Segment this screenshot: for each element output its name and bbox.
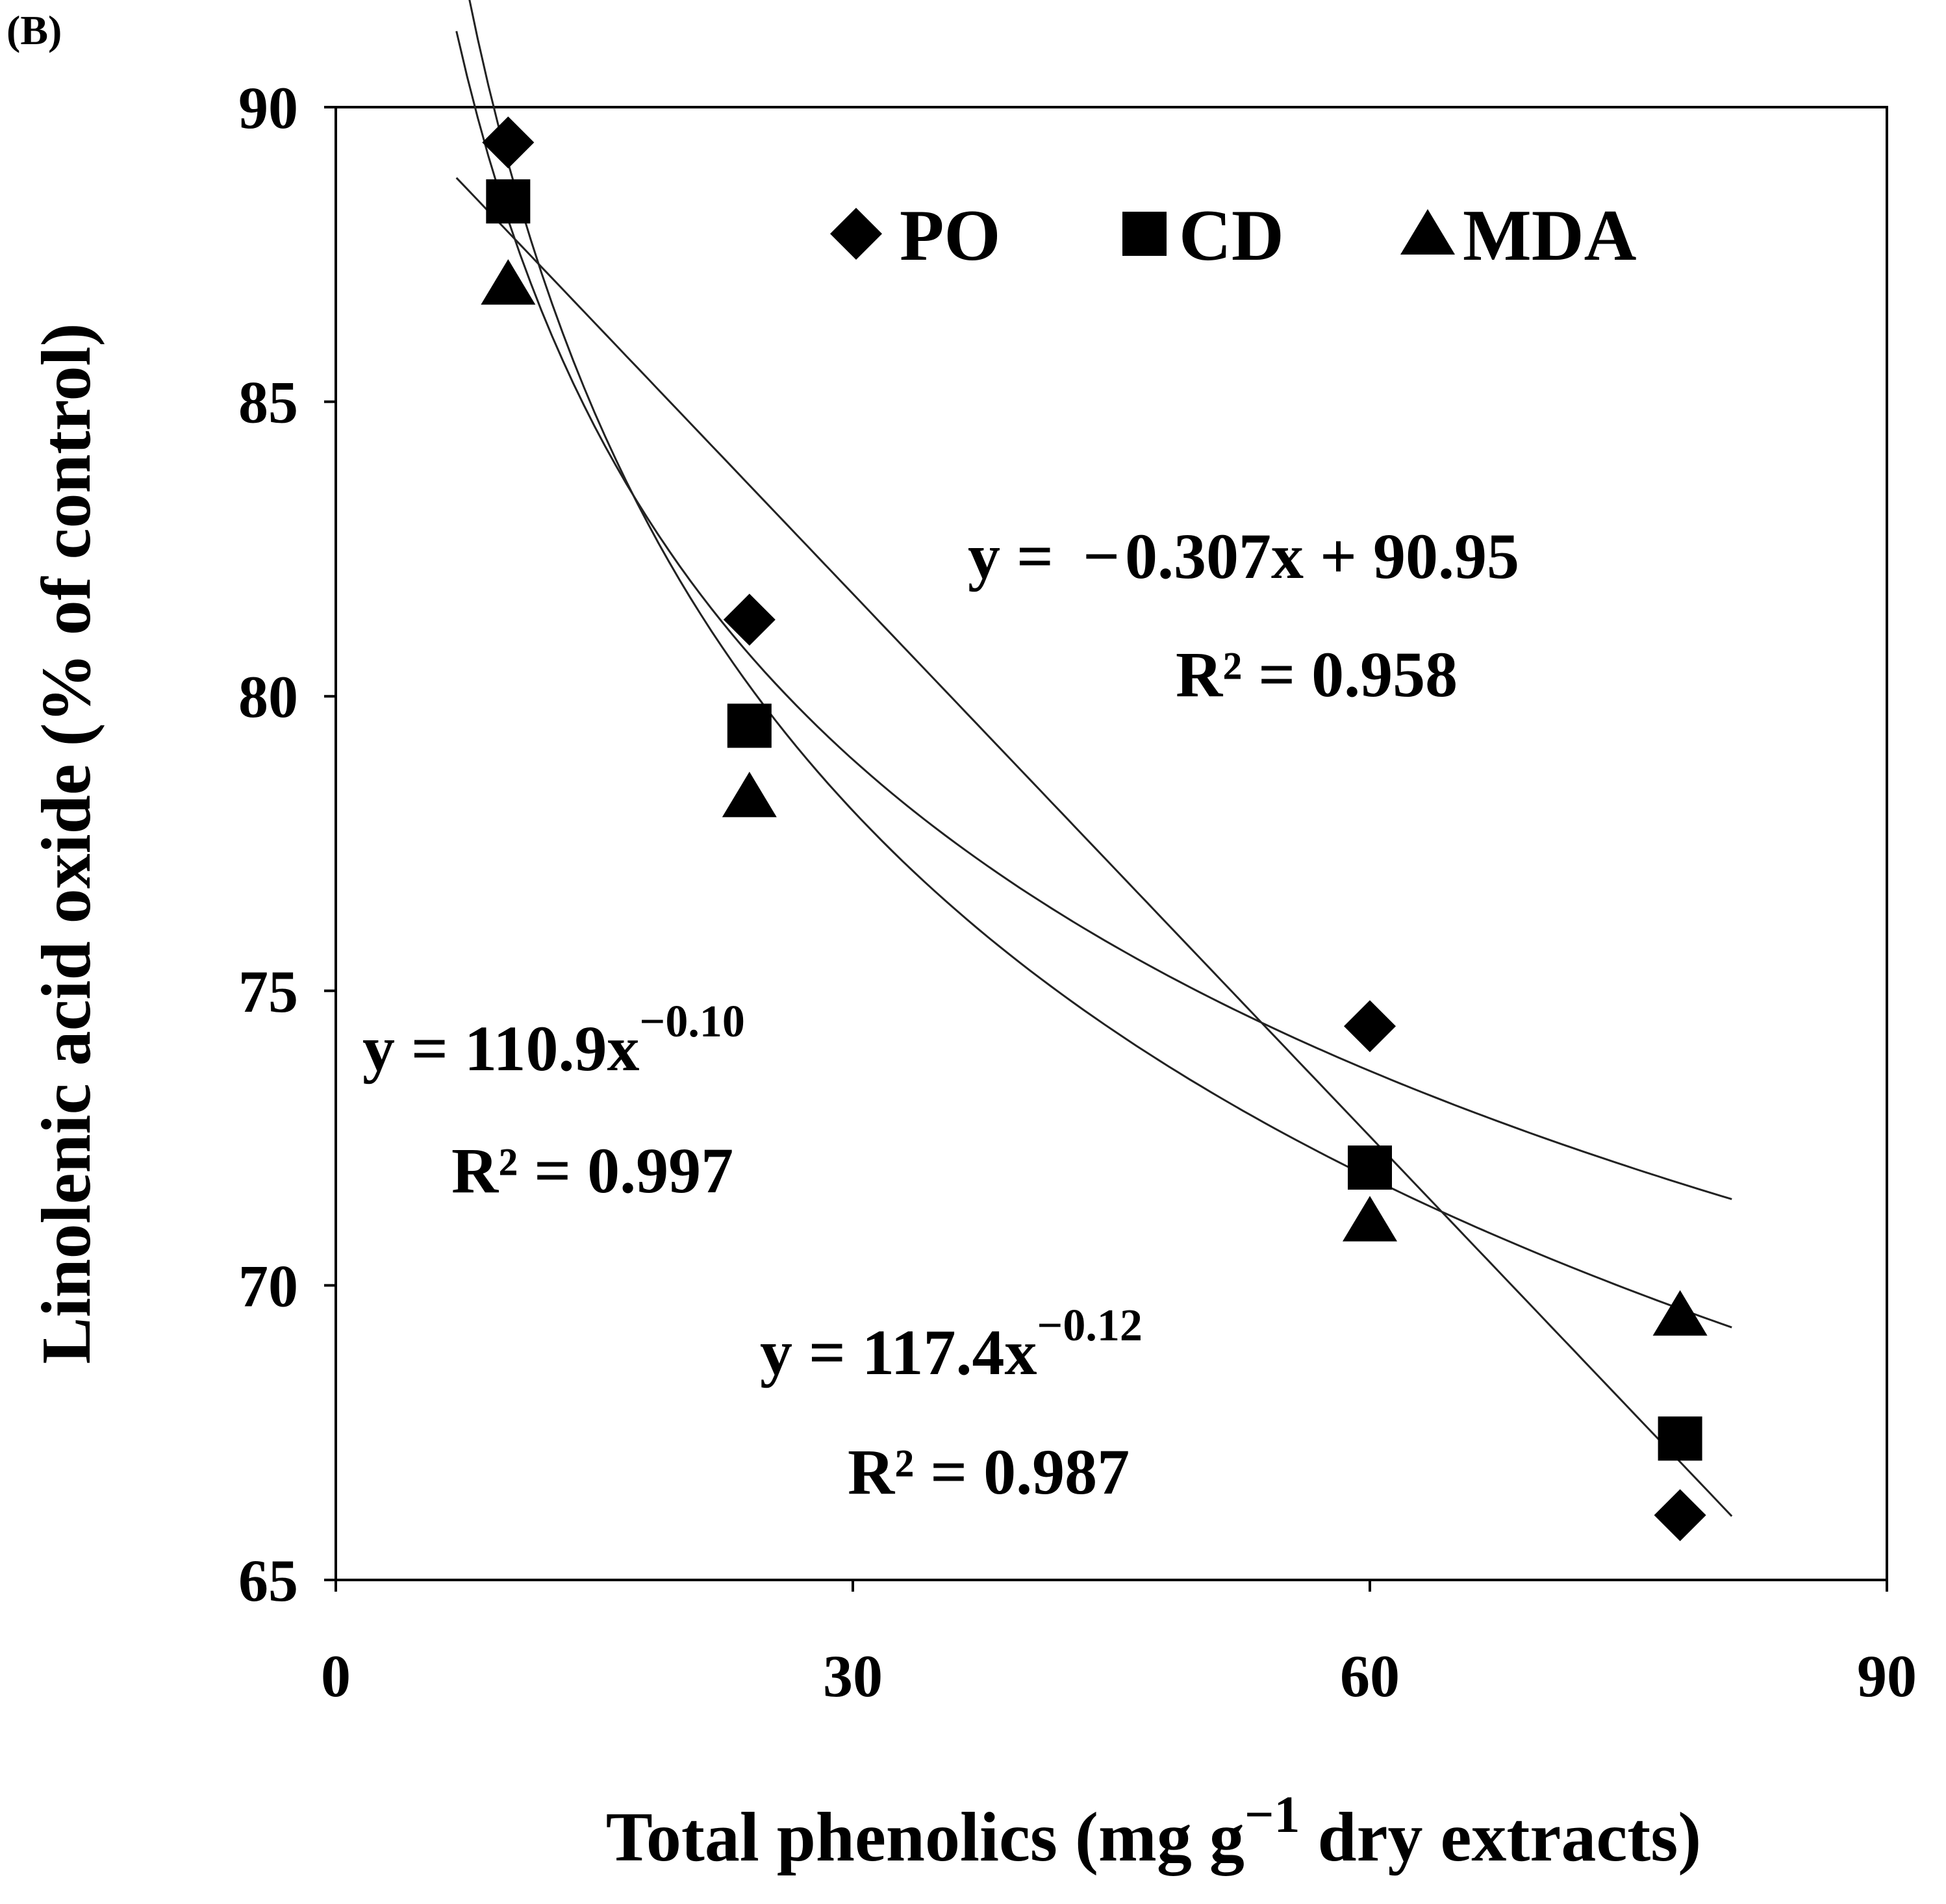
mda-equation-base: y = 110.9x	[362, 1012, 639, 1084]
po-r-squared: R² = 0.958	[1176, 638, 1458, 710]
mda-point	[1343, 1196, 1397, 1242]
y-tick-label: 70	[238, 1253, 298, 1319]
y-tick-label: 90	[238, 75, 298, 141]
po-fit-line	[455, 177, 1733, 1517]
x-axis-title-tail: dry extracts)	[1300, 1799, 1702, 1876]
mda-equation-exponent: −0.10	[639, 997, 744, 1047]
po-point	[1344, 1000, 1396, 1053]
panel-label: (B)	[6, 7, 62, 53]
mda-r-squared: R² = 0.997	[451, 1134, 733, 1207]
legend-cd-label: CD	[1179, 195, 1284, 276]
po-point	[482, 116, 535, 169]
markers-layer	[481, 116, 1708, 1542]
po-equation: y = −0.307x + 90.95	[968, 520, 1519, 592]
po-equation-minus: −	[1083, 520, 1120, 592]
text-layer: 65 70 75 80 85 90 0 30 60 90 Linolenic acid oxide …	[28, 75, 1917, 1876]
po-equation-prefix: y =	[968, 520, 1070, 592]
x-axis-title-superscript: −1	[1245, 1786, 1300, 1844]
x-tick-label: 60	[1340, 1643, 1400, 1709]
x-tick-label: 0	[321, 1643, 351, 1709]
mda-point	[1652, 1290, 1708, 1336]
plot-area-border	[335, 106, 1888, 1581]
po-point	[723, 594, 776, 646]
cd-r-squared: R² = 0.987	[848, 1436, 1130, 1508]
y-tick-label: 75	[238, 958, 298, 1025]
legend-po-label: PO	[900, 195, 1001, 276]
cd-point	[1658, 1416, 1702, 1461]
mda-fit-line	[455, 31, 1732, 1201]
legend-mda-label: MDA	[1463, 195, 1637, 276]
legend-mda-icon	[1400, 209, 1455, 255]
cd-equation-base: y = 117.4x	[760, 1316, 1037, 1388]
cd-point	[727, 703, 772, 748]
cd-point	[486, 179, 531, 224]
y-tick-label: 85	[238, 370, 298, 436]
cd-point	[1348, 1145, 1392, 1190]
y-tick-label: 80	[238, 664, 298, 730]
legend-po-icon	[830, 208, 882, 260]
plot-frame-layer	[324, 106, 1888, 1592]
mda-point	[722, 771, 777, 818]
y-tick-label: 65	[238, 1547, 298, 1614]
legend-cd-icon	[1122, 212, 1167, 256]
cd-equation: y = 117.4x−0.12	[760, 1301, 1143, 1388]
cd-equation-exponent: −0.12	[1037, 1301, 1142, 1351]
po-point	[1654, 1489, 1706, 1542]
po-equation-body: 0.307x + 90.95	[1125, 520, 1519, 592]
mda-equation: y = 110.9x−0.10	[362, 997, 745, 1084]
y-axis-title: Linolenic acid oxide (% of control)	[28, 323, 105, 1364]
x-axis-title-main: Total phenolics (mg g	[606, 1799, 1245, 1876]
x-axis-title: Total phenolics (mg g−1 dry extracts)	[606, 1786, 1701, 1876]
cd-fit-line	[468, 0, 1732, 1329]
x-tick-label: 90	[1857, 1643, 1917, 1709]
mda-point	[481, 259, 536, 305]
fit-lines-layer	[455, 0, 1733, 1517]
x-tick-label: 30	[823, 1643, 883, 1709]
